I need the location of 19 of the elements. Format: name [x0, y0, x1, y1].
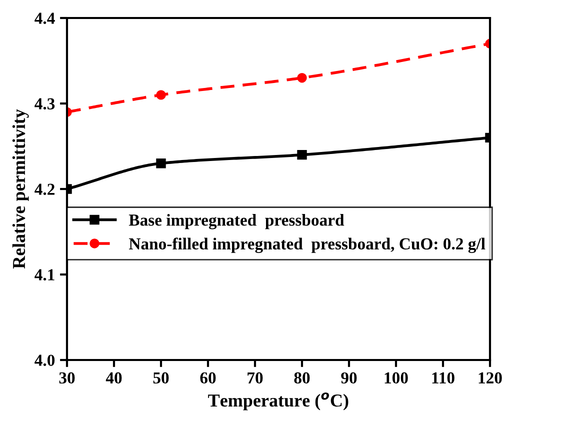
y-axis-title: Relative permittivity	[12, 109, 29, 269]
legend-label: Base impregnated pressboard	[128, 214, 344, 230]
x-tick-label: 60	[200, 372, 216, 384]
x-axis-title: Temperature ($^{o}$C)	[208, 392, 348, 410]
x-tick-label: 50	[153, 372, 169, 384]
legend-label: Nano-filled impregnated pressboard, CuO: 0.2 g/l	[128, 238, 486, 254]
x-tick-label: 90	[341, 372, 357, 384]
y-tick-label: 4.0	[34, 354, 55, 366]
y-tick-label: 4.4	[34, 12, 55, 24]
x-tick-label: 80	[294, 372, 310, 384]
y-tick-label: 4.3	[34, 98, 55, 110]
x-tick-label: 70	[248, 372, 263, 384]
x-tick-label: 110	[432, 372, 454, 384]
x-tick-label: 120	[478, 372, 502, 384]
x-tick-label: 40	[106, 372, 122, 384]
x-tick-label: 30	[59, 372, 75, 384]
y-tick-label: 4.2	[34, 184, 54, 196]
x-tick-label: 100	[384, 372, 408, 384]
y-tick-label: 4.1	[34, 269, 54, 281]
